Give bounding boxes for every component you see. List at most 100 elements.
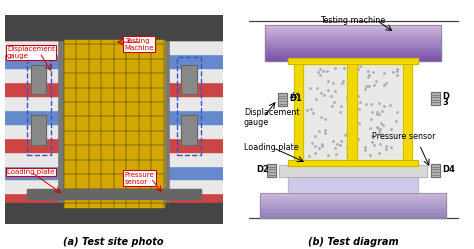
Point — [356, 107, 363, 111]
Point — [376, 132, 383, 136]
Bar — [5, 26, 57, 40]
Point — [355, 121, 363, 125]
Bar — [27, 57, 51, 155]
Text: (a) Test site photo: (a) Test site photo — [64, 237, 164, 247]
Point — [319, 142, 326, 146]
Bar — [265, 54, 441, 55]
Point — [361, 145, 369, 149]
Bar — [31, 115, 46, 145]
Point — [346, 145, 354, 149]
Point — [374, 126, 382, 130]
Bar — [260, 193, 446, 218]
Bar — [265, 47, 441, 48]
Point — [374, 125, 381, 129]
Text: Testing machine: Testing machine — [320, 16, 386, 25]
Text: Displacement
gauge: Displacement gauge — [244, 108, 300, 127]
Bar — [431, 92, 440, 105]
Text: Pressure sensor: Pressure sensor — [372, 132, 435, 141]
Bar — [260, 205, 446, 207]
Point — [337, 139, 345, 143]
Bar — [5, 15, 223, 40]
Bar — [288, 177, 418, 194]
Point — [321, 131, 328, 135]
Text: D2: D2 — [256, 165, 269, 174]
Bar — [265, 30, 441, 31]
Point — [341, 66, 348, 70]
Point — [346, 115, 353, 119]
Bar — [171, 138, 223, 152]
Bar — [294, 64, 303, 160]
Point — [368, 110, 375, 114]
Text: Loading plate: Loading plate — [7, 169, 55, 175]
Point — [393, 73, 401, 77]
Bar — [260, 193, 446, 194]
Point — [382, 144, 390, 148]
Bar — [31, 115, 46, 145]
Point — [378, 121, 385, 125]
Point — [376, 127, 383, 131]
Point — [323, 69, 330, 73]
Point — [362, 148, 369, 152]
Point — [349, 109, 357, 113]
Point — [355, 137, 362, 141]
Point — [344, 95, 351, 99]
Point — [320, 93, 328, 97]
Point — [325, 79, 332, 83]
Bar — [171, 193, 223, 207]
Point — [324, 153, 332, 157]
Bar — [288, 58, 418, 64]
Point — [393, 110, 401, 114]
Point — [337, 143, 344, 147]
Text: D4: D4 — [443, 165, 456, 174]
Point — [315, 146, 322, 150]
Bar — [5, 96, 57, 110]
Point — [374, 112, 381, 116]
Bar — [265, 40, 441, 41]
Bar — [260, 194, 446, 196]
Point — [375, 129, 383, 133]
Point — [365, 84, 372, 88]
Bar — [278, 93, 287, 106]
Bar — [182, 65, 197, 94]
Bar — [31, 65, 46, 94]
Point — [362, 84, 369, 88]
Bar — [265, 60, 441, 61]
Bar — [31, 65, 46, 94]
Bar — [288, 160, 418, 166]
Point — [322, 117, 329, 121]
Bar — [260, 199, 446, 200]
Bar — [265, 53, 441, 54]
Point — [389, 70, 397, 74]
Point — [366, 126, 374, 130]
Point — [383, 147, 390, 151]
Point — [311, 144, 319, 148]
Point — [362, 87, 369, 91]
Point — [393, 67, 401, 71]
Bar — [5, 124, 57, 138]
Point — [370, 143, 378, 147]
Bar — [64, 40, 164, 207]
Bar — [182, 65, 197, 94]
Bar — [5, 82, 57, 96]
Point — [345, 101, 352, 105]
Bar — [265, 37, 441, 38]
Point — [386, 103, 393, 107]
Point — [379, 109, 386, 113]
Point — [336, 110, 343, 114]
Point — [368, 140, 376, 144]
Bar — [265, 36, 441, 37]
Point — [367, 102, 375, 106]
Bar — [288, 177, 418, 194]
Point — [331, 66, 339, 70]
Text: D: D — [443, 92, 449, 101]
Bar — [403, 64, 412, 160]
Bar — [265, 28, 441, 29]
Point — [372, 79, 380, 83]
Point — [393, 69, 401, 73]
Point — [303, 108, 311, 112]
Bar — [265, 48, 441, 49]
Point — [375, 151, 383, 155]
Bar — [5, 40, 57, 54]
Point — [366, 153, 374, 157]
Bar — [288, 58, 418, 64]
